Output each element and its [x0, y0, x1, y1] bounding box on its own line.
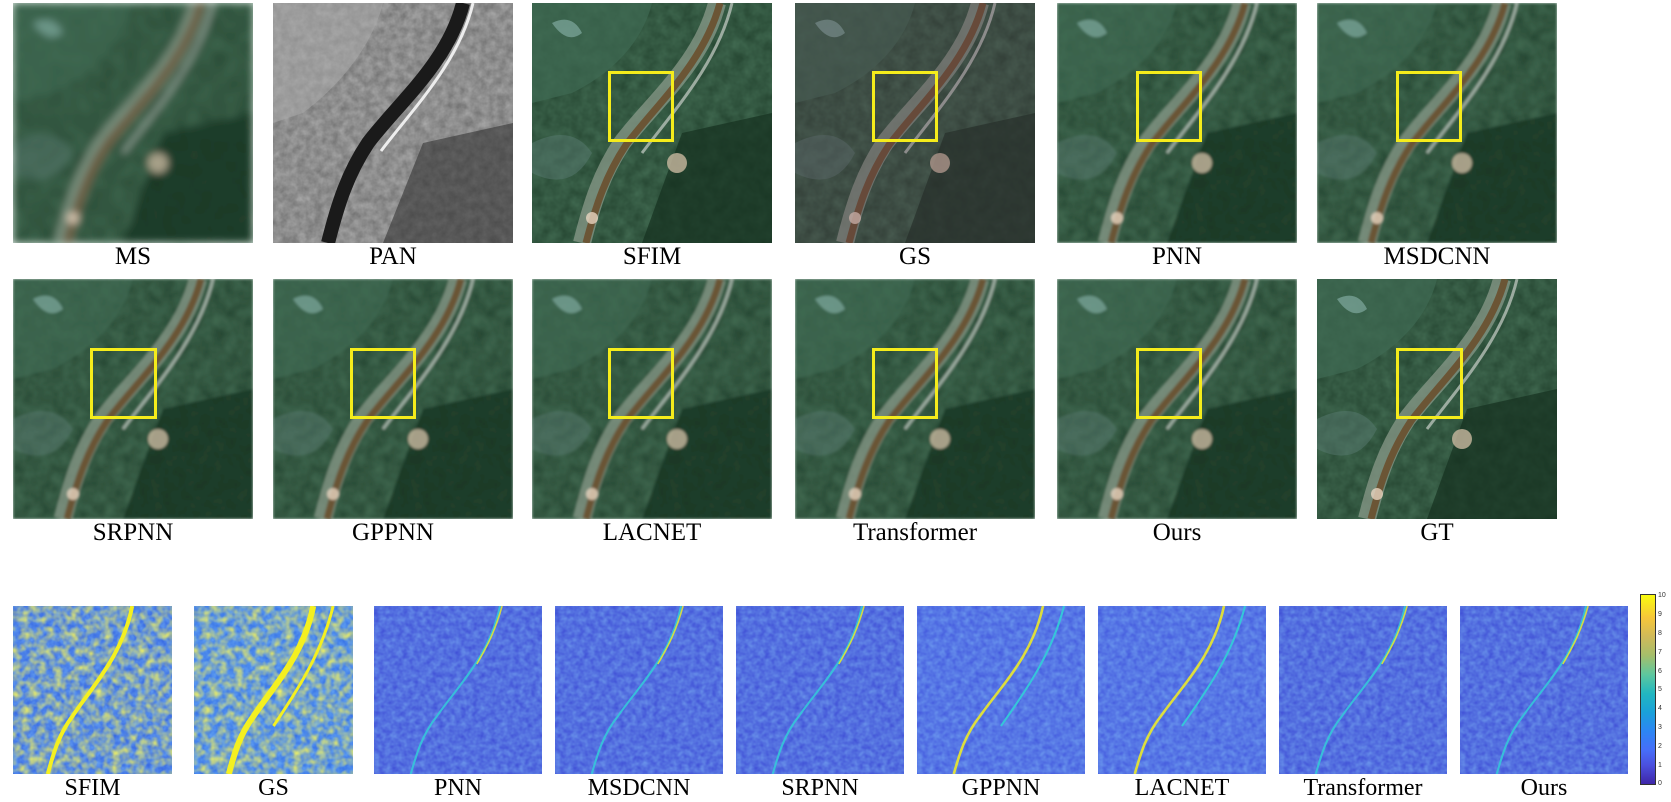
zoom-box — [1396, 348, 1463, 419]
caption-err-transformer: Transformer — [1279, 774, 1447, 802]
caption-msdcnn: MSDCNN — [1317, 243, 1557, 271]
caption-transformer: Transformer — [795, 519, 1035, 547]
caption-err-gppnn: GPPNN — [917, 774, 1085, 802]
colorbar-tick: 4 — [1658, 705, 1662, 712]
caption-err-sfim: SFIM — [13, 774, 172, 802]
colorbar-tick: 5 — [1658, 686, 1662, 693]
pnn-error-map — [374, 606, 542, 774]
gs-error-map — [194, 606, 353, 774]
colorbar-tick: 6 — [1658, 668, 1662, 675]
zoom-box — [1396, 71, 1462, 142]
ours-error-map — [1460, 606, 1628, 774]
colorbar-tick: 7 — [1658, 649, 1662, 656]
zoom-box — [608, 71, 674, 142]
caption-sfim: SFIM — [532, 243, 772, 271]
caption-gs: GS — [795, 243, 1035, 271]
colorbar-tick: 1 — [1658, 762, 1662, 769]
caption-lacnet: LACNET — [532, 519, 772, 547]
caption-err-lacnet: LACNET — [1098, 774, 1266, 802]
caption-err-pnn: PNN — [374, 774, 542, 802]
colorbar-tick: 3 — [1658, 724, 1662, 731]
caption-err-srpnn: SRPNN — [736, 774, 904, 802]
caption-ms: MS — [13, 243, 253, 271]
zoom-box — [1136, 71, 1202, 142]
caption-err-msdcnn: MSDCNN — [555, 774, 723, 802]
zoom-box — [608, 348, 674, 419]
colorbar-tick: 10 — [1658, 592, 1666, 599]
zoom-box — [872, 71, 938, 142]
caption-err-ours: Ours — [1460, 774, 1628, 802]
lacnet-error-map — [1098, 606, 1266, 774]
error-colorbar — [1640, 594, 1656, 785]
zoom-box — [1136, 348, 1202, 419]
colorbar-tick: 0 — [1658, 780, 1662, 787]
sfim-error-map — [13, 606, 172, 774]
zoom-box — [350, 348, 416, 419]
caption-pnn: PNN — [1057, 243, 1297, 271]
transformer-error-map — [1279, 606, 1447, 774]
ms-image — [13, 3, 253, 243]
caption-ours: Ours — [1057, 519, 1297, 547]
caption-srpnn: SRPNN — [13, 519, 253, 547]
colorbar-tick: 2 — [1658, 743, 1662, 750]
zoom-box — [872, 348, 938, 419]
colorbar-tick: 8 — [1658, 630, 1662, 637]
gppnn-error-map — [917, 606, 1085, 774]
pan-image — [273, 3, 513, 243]
zoom-box — [90, 348, 157, 419]
caption-gppnn: GPPNN — [273, 519, 513, 547]
srpnn-error-map — [736, 606, 904, 774]
colorbar-tick: 9 — [1658, 611, 1662, 618]
caption-err-gs: GS — [194, 774, 353, 802]
caption-pan: PAN — [273, 243, 513, 271]
msdcnn-error-map — [555, 606, 723, 774]
caption-gt: GT — [1317, 519, 1557, 547]
